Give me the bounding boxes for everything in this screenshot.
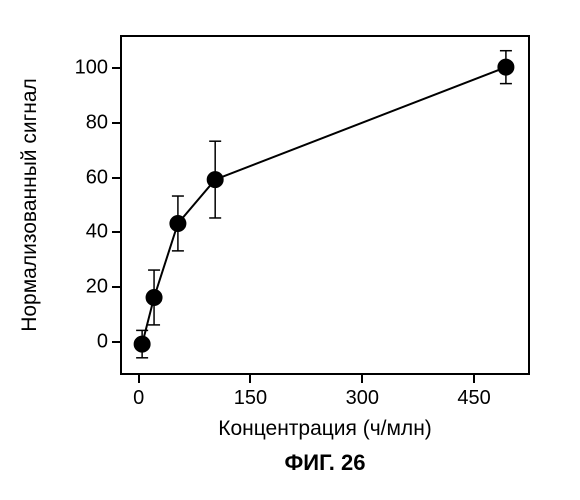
data-point	[146, 289, 162, 305]
y-tick-label: 100	[75, 56, 108, 79]
x-tick-label: 450	[457, 387, 490, 410]
data-point	[207, 172, 223, 188]
x-tick	[361, 375, 363, 383]
figure: Нормализованный сигнал Концентрация (ч/м…	[0, 0, 580, 500]
x-tick-label: 150	[234, 387, 267, 410]
data-point	[498, 59, 514, 75]
figure-caption: ФИГ. 26	[284, 450, 365, 476]
y-axis-label: Нормализованный сигнал	[18, 78, 42, 332]
y-tick	[112, 231, 120, 233]
data-point	[170, 215, 186, 231]
x-tick-label: 300	[346, 387, 379, 410]
y-tick-label: 20	[86, 276, 108, 299]
y-tick	[112, 67, 120, 69]
series-line	[142, 67, 506, 344]
x-tick	[249, 375, 251, 383]
y-tick-label: 40	[86, 221, 108, 244]
x-tick	[473, 375, 475, 383]
y-tick	[112, 286, 120, 288]
y-tick	[112, 341, 120, 343]
x-tick-label: 0	[133, 387, 144, 410]
y-tick-label: 80	[86, 111, 108, 134]
data-point	[134, 336, 150, 352]
x-axis-label: Концентрация (ч/млн)	[218, 417, 432, 441]
y-tick-label: 0	[97, 331, 108, 354]
y-tick	[112, 177, 120, 179]
plot-area	[120, 35, 530, 375]
y-tick-label: 60	[86, 166, 108, 189]
y-tick	[112, 122, 120, 124]
x-tick	[138, 375, 140, 383]
series-line-layer	[122, 37, 532, 377]
